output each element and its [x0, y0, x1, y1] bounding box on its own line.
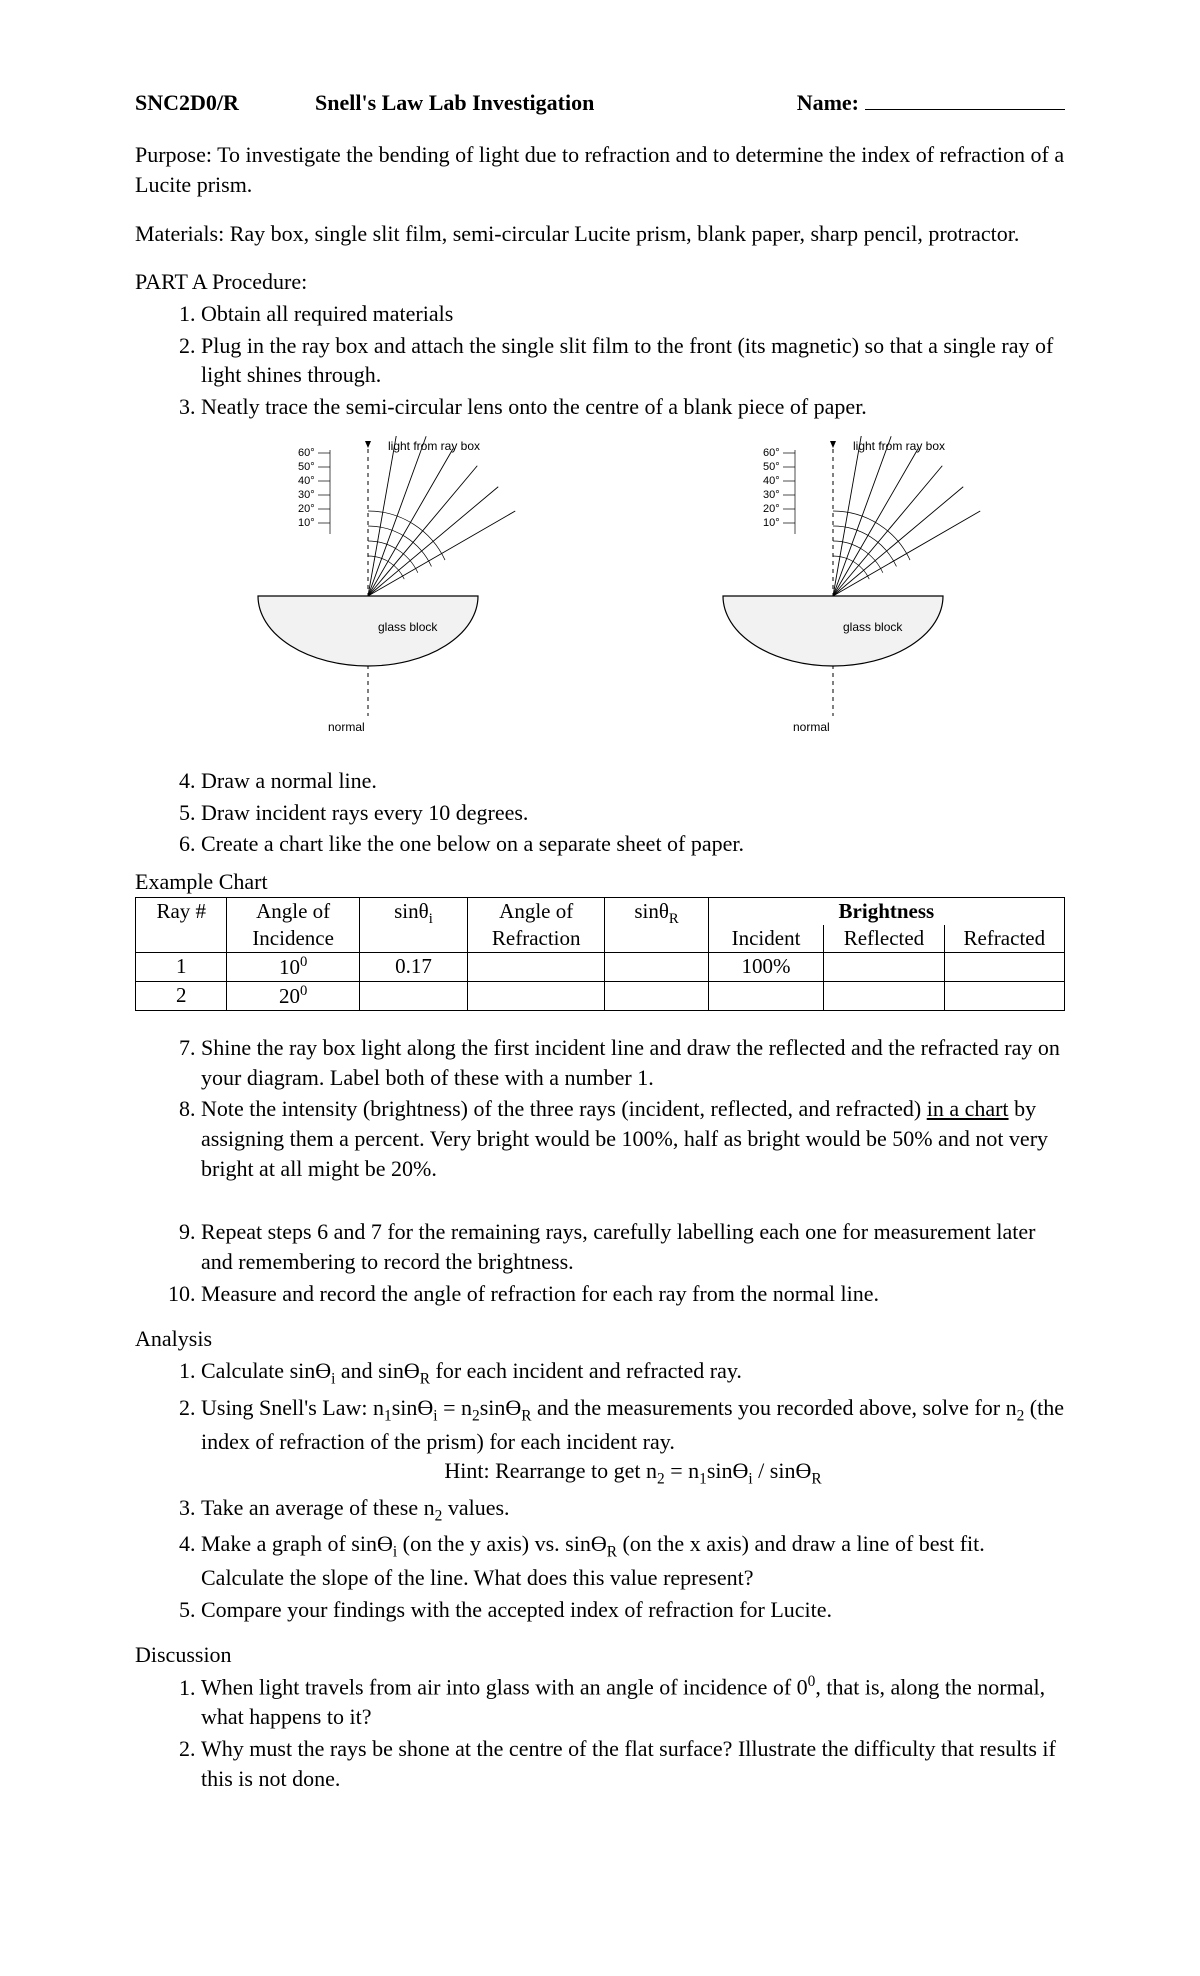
- col-angle-r: Angle of: [468, 897, 605, 925]
- hint-text: Hint: Rearrange to get n2 = n1sinϴi / si…: [201, 1456, 1065, 1490]
- cell: [605, 981, 708, 1010]
- list-item: Repeat steps 6 and 7 for the remaining r…: [201, 1217, 1065, 1276]
- refraction-diagram-left: 60° 50° 40° 30° 20° 10° light from ray box glas…: [188, 436, 548, 736]
- analysis-heading: Analysis: [135, 1326, 1065, 1352]
- svg-text:60°: 60°: [763, 447, 780, 459]
- analysis-list: Calculate sinϴi and sinϴR for each incid…: [135, 1356, 1065, 1624]
- col-b-incident: Incident: [708, 925, 824, 953]
- cell: 100%: [708, 952, 824, 981]
- table-subheader-row: Incidence Refraction Incident Reflected …: [136, 925, 1065, 953]
- list-item: Make a graph of sinϴi (on the y axis) vs…: [201, 1529, 1065, 1593]
- name-field: Name:: [797, 90, 1065, 116]
- svg-text:normal: normal: [793, 720, 830, 734]
- procedure-list-1: Obtain all required materials Plug in th…: [135, 299, 1065, 422]
- list-item: When light travels from air into glass w…: [201, 1672, 1065, 1732]
- list-item: Neatly trace the semi-circular lens onto…: [201, 392, 1065, 422]
- list-item: Using Snell's Law: n1sinϴi = n2sinϴR and…: [201, 1393, 1065, 1491]
- page-title: Snell's Law Lab Investigation: [315, 90, 797, 116]
- list-item: Shine the ray box light along the first …: [201, 1033, 1065, 1092]
- course-code: SNC2D0/R: [135, 90, 315, 116]
- list-item: Draw incident rays every 10 degrees.: [201, 798, 1065, 828]
- list-item: Measure and record the angle of refracti…: [201, 1279, 1065, 1309]
- example-chart-label: Example Chart: [135, 869, 1065, 895]
- svg-text:light from ray box: light from ray box: [388, 439, 480, 453]
- name-label: Name:: [797, 90, 859, 116]
- svg-text:20°: 20°: [763, 503, 780, 515]
- analysis-step-2-text: Using Snell's Law: n1sinϴi = n2sinϴR and…: [201, 1395, 1064, 1454]
- list-item: Create a chart like the one below on a s…: [201, 829, 1065, 859]
- cell: [605, 952, 708, 981]
- cell: 1: [136, 952, 227, 981]
- svg-text:40°: 40°: [298, 475, 315, 487]
- col-b-refracted: Refracted: [944, 925, 1064, 953]
- cell: [944, 981, 1064, 1010]
- svg-text:40°: 40°: [763, 475, 780, 487]
- svg-text:normal: normal: [328, 720, 365, 734]
- cell: [944, 952, 1064, 981]
- svg-text:60°: 60°: [298, 447, 315, 459]
- header: SNC2D0/R Snell's Law Lab Investigation N…: [135, 90, 1065, 116]
- list-item: Draw a normal line.: [201, 766, 1065, 796]
- cell: 2: [136, 981, 227, 1010]
- col-b-reflected: Reflected: [824, 925, 944, 953]
- table-row: 1 100 0.17 100%: [136, 952, 1065, 981]
- cell: [824, 952, 944, 981]
- discussion-list: When light travels from air into glass w…: [135, 1672, 1065, 1793]
- list-item: Plug in the ray box and attach the singl…: [201, 331, 1065, 390]
- svg-text:20°: 20°: [298, 503, 315, 515]
- svg-text:10°: 10°: [763, 517, 780, 529]
- col-angle-i-2: Incidence: [227, 925, 359, 953]
- col-angle-r-2: Refraction: [468, 925, 605, 953]
- worksheet-page: SNC2D0/R Snell's Law Lab Investigation N…: [0, 0, 1200, 1976]
- cell: [359, 981, 467, 1010]
- procedure-list-3: Shine the ray box light along the first …: [135, 1033, 1065, 1183]
- list-item: Obtain all required materials: [201, 299, 1065, 329]
- svg-text:10°: 10°: [298, 517, 315, 529]
- table-row: 2 200: [136, 981, 1065, 1010]
- cell: [468, 952, 605, 981]
- diagram-row: 60° 50° 40° 30° 20° 10° light from ray box glas…: [135, 436, 1065, 736]
- cell: [708, 981, 824, 1010]
- list-item: Calculate sinϴi and sinϴR for each incid…: [201, 1356, 1065, 1390]
- svg-text:light from ray box: light from ray box: [853, 439, 945, 453]
- cell: [468, 981, 605, 1010]
- col-ray: Ray #: [136, 897, 227, 952]
- purpose-text: Purpose: To investigate the bending of l…: [135, 140, 1065, 199]
- col-angle-i: Angle of: [227, 897, 359, 925]
- cell: 100: [227, 952, 359, 981]
- svg-text:30°: 30°: [298, 489, 315, 501]
- svg-text:50°: 50°: [763, 461, 780, 473]
- cell: [824, 981, 944, 1010]
- cell: 200: [227, 981, 359, 1010]
- svg-text:glass block: glass block: [378, 620, 438, 634]
- table-header-row: Ray # Angle of sinθi Angle of sinθR Brig…: [136, 897, 1065, 925]
- list-item: Why must the rays be shone at the centre…: [201, 1734, 1065, 1793]
- part-a-heading: PART A Procedure:: [135, 269, 1065, 295]
- col-sin-i: sinθi: [359, 897, 467, 952]
- list-item: Take an average of these n2 values.: [201, 1493, 1065, 1527]
- refraction-diagram-right: 60° 50° 40° 30° 20° 10° light from ray box glas…: [653, 436, 1013, 736]
- col-sin-r: sinθR: [605, 897, 708, 952]
- cell: 0.17: [359, 952, 467, 981]
- svg-text:50°: 50°: [298, 461, 315, 473]
- list-item: Compare your findings with the accepted …: [201, 1595, 1065, 1625]
- svg-text:glass block: glass block: [843, 620, 903, 634]
- example-table: Ray # Angle of sinθi Angle of sinθR Brig…: [135, 897, 1065, 1011]
- svg-text:30°: 30°: [763, 489, 780, 501]
- col-brightness: Brightness: [708, 897, 1064, 925]
- procedure-list-3b: Repeat steps 6 and 7 for the remaining r…: [135, 1217, 1065, 1308]
- materials-text: Materials: Ray box, single slit film, se…: [135, 219, 1065, 249]
- discussion-heading: Discussion: [135, 1642, 1065, 1668]
- list-item: Note the intensity (brightness) of the t…: [201, 1094, 1065, 1183]
- name-blank-line[interactable]: [865, 109, 1065, 110]
- procedure-list-2: Draw a normal line. Draw incident rays e…: [135, 766, 1065, 859]
